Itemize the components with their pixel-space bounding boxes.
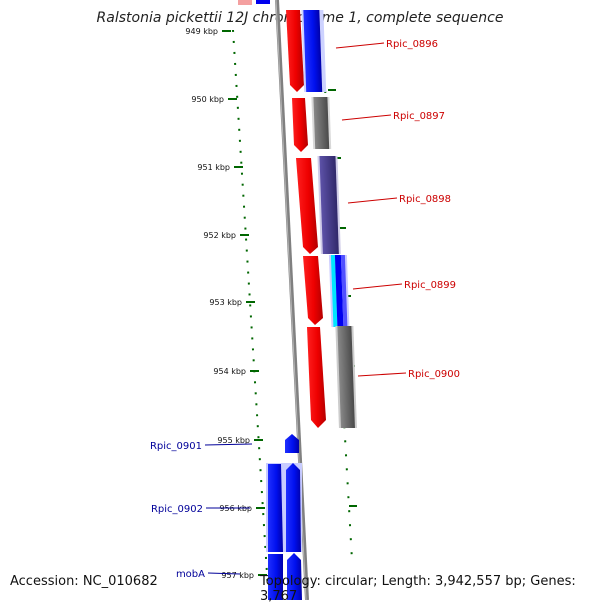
gene-leader-line bbox=[335, 42, 385, 49]
cds-rpic-0897 bbox=[292, 98, 308, 152]
outer-feature-track bbox=[301, 10, 357, 428]
gene-leader-line bbox=[207, 572, 241, 575]
gene-label-moba: mobA bbox=[176, 569, 205, 580]
cds-rpic-0900 bbox=[307, 327, 326, 428]
axis-ticks: 949 kbp 950 kbp 951 kbp 952 kbp 953 kbp 954 k… bbox=[185, 27, 267, 580]
cds-rpic-0901 bbox=[285, 434, 299, 453]
tick-label: 957 kbp bbox=[221, 571, 254, 580]
gene-label-rpic-0896: Rpic_0896 bbox=[386, 39, 438, 50]
gene-label-rpic-0899: Rpic_0899 bbox=[404, 280, 456, 291]
reverse-strand-cds bbox=[266, 434, 302, 600]
accession-text: Accession: NC_010682 bbox=[10, 574, 158, 589]
gene-leader-line bbox=[347, 197, 398, 204]
gene-label-rpic-0898: Rpic_0898 bbox=[399, 194, 451, 205]
cds-moba bbox=[287, 553, 302, 600]
gene-leader-line bbox=[341, 114, 392, 121]
cds-rpic-0902-b bbox=[286, 463, 301, 552]
tick-label: 955 kbp bbox=[217, 436, 250, 445]
gene-labels: Rpic_0896 Rpic_0897 Rpic_0898 Rpic_0899 Rpic… bbox=[150, 39, 460, 580]
gene-label-rpic-0897: Rpic_0897 bbox=[393, 111, 445, 122]
gene-label-rpic-0902: Rpic_0902 bbox=[151, 504, 203, 515]
gene-leader-line bbox=[357, 372, 407, 377]
feature-top-blue bbox=[256, 0, 270, 4]
tick-label: 952 kbp bbox=[203, 231, 236, 240]
gene-leader-line bbox=[352, 283, 403, 290]
gene-label-rpic-0901: Rpic_0901 bbox=[150, 441, 202, 452]
cds-rpic-0898 bbox=[296, 158, 318, 254]
cds-rpic-0902-a bbox=[268, 464, 283, 552]
tick-label: 954 kbp bbox=[213, 367, 246, 376]
tick-label: 953 kbp bbox=[209, 298, 242, 307]
forward-strand-cds bbox=[286, 10, 326, 428]
cds-rpic-0899 bbox=[303, 256, 323, 325]
tick-label: 950 kbp bbox=[191, 95, 224, 104]
gene-label-rpic-0900: Rpic_0900 bbox=[408, 369, 460, 380]
gene-leader-line bbox=[204, 443, 253, 446]
tick-label: 949 kbp bbox=[185, 27, 218, 36]
cds-rpic-0896 bbox=[286, 10, 304, 92]
feature-top-pink bbox=[238, 0, 252, 5]
tick-label: 951 kbp bbox=[197, 163, 230, 172]
